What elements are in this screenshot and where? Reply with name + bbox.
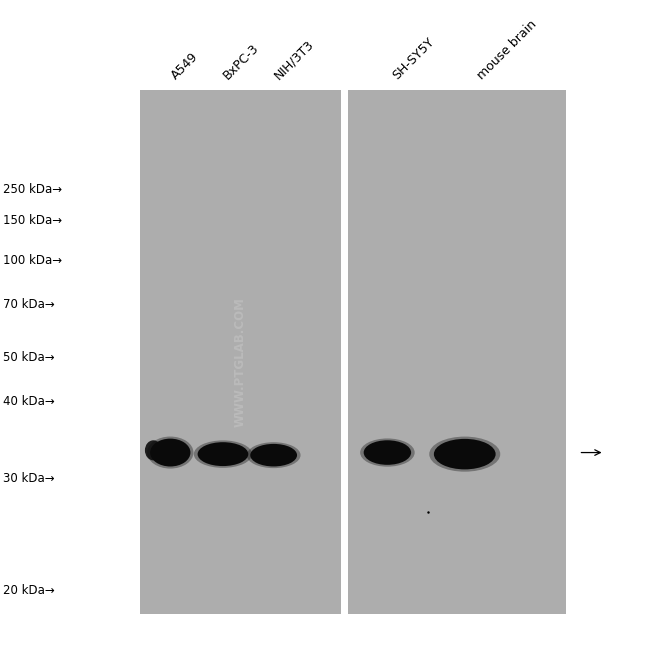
Bar (140, 90, 341, 614)
Ellipse shape (150, 439, 190, 466)
Text: 150 kDa→: 150 kDa→ (3, 215, 62, 227)
Ellipse shape (250, 444, 297, 466)
Text: mouse brain: mouse brain (474, 17, 539, 82)
Ellipse shape (360, 438, 415, 467)
Text: SH-SY5Y: SH-SY5Y (390, 35, 437, 82)
Text: 40 kDa→: 40 kDa→ (3, 396, 55, 408)
Text: BxPC-3: BxPC-3 (221, 41, 262, 82)
Text: 250 kDa→: 250 kDa→ (3, 183, 62, 196)
Ellipse shape (434, 439, 495, 470)
Ellipse shape (198, 442, 248, 466)
Text: 70 kDa→: 70 kDa→ (3, 298, 55, 311)
Text: NIH/3T3: NIH/3T3 (272, 37, 317, 82)
Text: 50 kDa→: 50 kDa→ (3, 351, 55, 364)
Text: 20 kDa→: 20 kDa→ (3, 584, 55, 597)
Ellipse shape (429, 437, 500, 472)
Ellipse shape (247, 442, 300, 468)
Text: A549: A549 (169, 50, 201, 82)
Bar (348, 90, 566, 614)
Ellipse shape (147, 436, 194, 469)
Ellipse shape (145, 440, 162, 460)
Ellipse shape (194, 440, 252, 468)
Text: 100 kDa→: 100 kDa→ (3, 253, 62, 267)
Text: WWW.PTGLAB.COM: WWW.PTGLAB.COM (234, 297, 247, 427)
Ellipse shape (363, 440, 411, 465)
Text: 30 kDa→: 30 kDa→ (3, 472, 55, 486)
